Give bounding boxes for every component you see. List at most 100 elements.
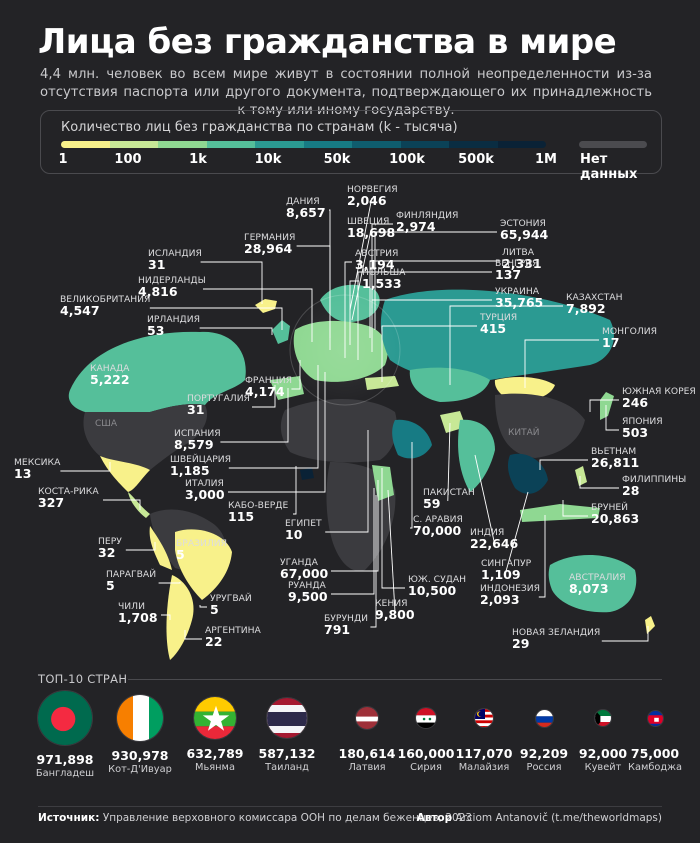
- country-value: 67,000: [280, 566, 329, 581]
- country-value: 2,974: [396, 219, 436, 234]
- country-name: ФРАНЦИЯ: [245, 375, 292, 386]
- philippines-shape: [575, 466, 587, 486]
- top10-item: 971,898 Бангладеш: [32, 690, 98, 779]
- country-name: АВСТРИЯ: [355, 248, 398, 259]
- source-label: Источник:: [38, 812, 100, 824]
- leader-line: [252, 385, 276, 408]
- author-text: Arciom Antanovič (t.me/theworldmaps): [455, 812, 662, 824]
- leader-line: [357, 271, 492, 360]
- country-name: МОНГОЛИЯ: [602, 326, 657, 337]
- legend-color-step: [449, 141, 498, 148]
- top10-item: 117,070 Малайзия: [451, 690, 517, 773]
- japan-shape: [600, 392, 614, 420]
- legend-tick: 10k: [254, 152, 282, 167]
- top10-country-name: Камбоджа: [628, 762, 682, 773]
- country-value: 20,863: [591, 511, 639, 526]
- leader-line: [200, 261, 263, 304]
- indonesia-shape: [520, 504, 600, 522]
- leader-line: [158, 582, 181, 584]
- legend-tick: 100: [114, 152, 142, 167]
- canada-shape: [68, 331, 246, 412]
- leader-line: [381, 468, 405, 589]
- leader-line: [296, 245, 331, 350]
- legend-color-step: [206, 141, 255, 148]
- country-value: 31: [187, 402, 204, 417]
- country-value: 1,533: [362, 276, 402, 291]
- leader-line: [351, 229, 372, 321]
- country-name: НИДЕРЛАНДЫ: [138, 275, 206, 286]
- leader-line: [381, 325, 477, 382]
- country-name: ИТАЛИЯ: [185, 478, 224, 489]
- country-value: 31: [148, 257, 165, 272]
- country-value: 503: [622, 425, 648, 440]
- leader-line: [410, 442, 413, 529]
- country-name: БРУНЕЙ: [591, 501, 628, 513]
- top10-item: 180,614 Латвия: [334, 690, 400, 773]
- leader-line: [125, 542, 156, 551]
- arabia-shape: [392, 419, 432, 459]
- leader-line: [344, 261, 352, 358]
- country-value: 10: [285, 527, 303, 542]
- top10-value: 971,898: [36, 752, 94, 767]
- leader-line: [228, 365, 319, 469]
- leader-line: [349, 280, 359, 345]
- leader-line: [449, 305, 563, 385]
- leader-line: [325, 430, 369, 533]
- country-value: 3,000: [185, 487, 225, 502]
- africa-north-shape: [280, 398, 397, 463]
- author: Автор Arciom Antanovič (t.me/theworldmap…: [417, 812, 662, 824]
- country-value: 4,174: [245, 384, 285, 399]
- country-value: 70,000: [413, 523, 462, 538]
- top10-value: 92,000: [578, 746, 628, 761]
- country-value: 5: [210, 602, 219, 617]
- country-value: 327: [38, 495, 64, 510]
- leader-line: [291, 360, 301, 390]
- top10-item: 930,978 Кот-Д'Ивуар: [107, 690, 173, 775]
- country-value: 22,646: [470, 536, 519, 551]
- ivory-coast-shape: [300, 468, 314, 480]
- country-name: КАНАДА: [90, 363, 130, 374]
- country-name: АРГЕНТИНА: [205, 625, 262, 636]
- country-name: ЛИТВА: [502, 247, 535, 258]
- india-shape: [458, 419, 495, 492]
- legend-tick: 1M: [535, 152, 557, 167]
- legend-color-step: [352, 141, 401, 148]
- leader-line: [184, 630, 202, 640]
- legend-color-step: [255, 141, 304, 148]
- leader-line: [293, 466, 297, 515]
- leader-line: [374, 231, 497, 330]
- country-name: КЕНИЯ: [375, 598, 408, 609]
- top10-flags: 971,898 Бангладеш 930,978 Кот-Д'Ивуар 632,78…: [30, 690, 682, 790]
- source: Источник: Управление верховного комиссар…: [38, 812, 472, 824]
- page-subtitle: 4,4 млн. человек во всем мире живут в со…: [40, 67, 652, 118]
- top10-item: 75,000 Камбоджа: [622, 690, 688, 773]
- top10-item: 92,209 Россия: [511, 690, 577, 773]
- country-value: 3,194: [355, 257, 395, 272]
- source-text: Управление верховного комиссара ООН по д…: [102, 812, 473, 824]
- country-name: ШВЕЙЦАРИЯ: [170, 453, 231, 465]
- legend-tick: 500k: [458, 152, 494, 167]
- country-name: ИСПАНИЯ: [174, 428, 221, 439]
- country-value: 9,800: [375, 607, 415, 622]
- legend-nodata-swatch: [579, 141, 647, 148]
- country-value: 5,222: [90, 372, 130, 387]
- top10-value: 117,070: [455, 746, 513, 761]
- country-value: 59: [423, 496, 440, 511]
